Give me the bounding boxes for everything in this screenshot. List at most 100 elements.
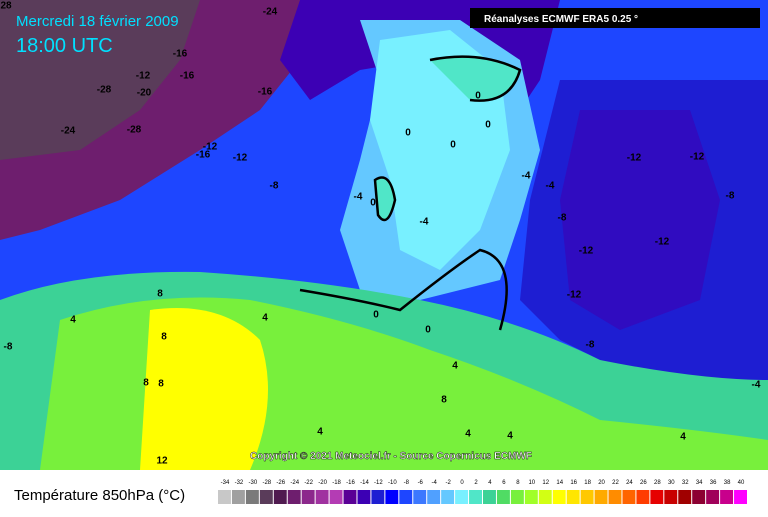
contour-label: 8 bbox=[441, 395, 447, 406]
legend-tick: 4 bbox=[488, 480, 492, 486]
legend-tick: 16 bbox=[570, 480, 577, 486]
legend-swatch bbox=[692, 490, 706, 504]
contour-label: 4 bbox=[465, 429, 471, 440]
legend-tick: 6 bbox=[502, 480, 506, 486]
legend-tick: -14 bbox=[360, 480, 369, 486]
legend-swatch bbox=[287, 490, 301, 504]
legend-tick: -32 bbox=[235, 480, 244, 486]
legend-swatch bbox=[524, 490, 538, 504]
legend-swatch bbox=[399, 490, 413, 504]
contour-label: 0 bbox=[475, 91, 481, 102]
contour-label: 0 bbox=[425, 325, 431, 336]
legend-tick: 40 bbox=[738, 480, 745, 486]
legend-tick: -30 bbox=[249, 480, 258, 486]
legend-swatch bbox=[427, 490, 441, 504]
contour-label: 0 bbox=[373, 310, 379, 321]
legend-tick: -28 bbox=[262, 480, 271, 486]
contour-label: 0 bbox=[450, 140, 456, 151]
legend-swatch bbox=[636, 490, 650, 504]
legend-swatch bbox=[245, 490, 259, 504]
legend-swatch bbox=[734, 490, 747, 504]
contour-label: 4 bbox=[317, 427, 323, 438]
legend-tick: -26 bbox=[276, 480, 285, 486]
contour-label: -12 bbox=[233, 153, 248, 164]
legend-tick: 8 bbox=[516, 480, 520, 486]
contour-label: -4 bbox=[752, 380, 761, 391]
legend-tick: -10 bbox=[388, 480, 397, 486]
legend-tick: 18 bbox=[584, 480, 591, 486]
contour-label: -4 bbox=[354, 192, 363, 203]
cold-pool bbox=[560, 110, 720, 330]
contour-label: -12 bbox=[655, 237, 670, 248]
legend-swatch bbox=[329, 490, 343, 504]
contour-zero bbox=[299, 248, 508, 331]
legend-swatch bbox=[720, 490, 734, 504]
legend-swatch bbox=[566, 490, 580, 504]
contour-label: -16 bbox=[173, 49, 188, 60]
legend-swatch bbox=[469, 490, 482, 504]
contour-label: -24 bbox=[61, 126, 76, 137]
contour-label: -16 bbox=[196, 150, 211, 161]
legend-tick: -12 bbox=[374, 480, 383, 486]
legend-swatch bbox=[273, 490, 287, 504]
contour-label: -28 bbox=[97, 85, 112, 96]
legend-swatch bbox=[218, 490, 231, 504]
legend-swatch bbox=[650, 490, 664, 504]
legend-tick: 26 bbox=[640, 480, 647, 486]
legend-swatch bbox=[538, 490, 552, 504]
contour-label: -8 bbox=[586, 340, 595, 351]
legend-tick: -6 bbox=[418, 480, 424, 486]
legend-tick: 2 bbox=[474, 480, 478, 486]
legend-swatch bbox=[259, 490, 273, 504]
legend-swatch bbox=[622, 490, 636, 504]
legend-tick: 22 bbox=[612, 480, 619, 486]
legend-swatch bbox=[385, 490, 399, 504]
legend-tick: -24 bbox=[290, 480, 299, 486]
contour-zero bbox=[429, 55, 522, 102]
legend-tick: 0 bbox=[460, 480, 464, 486]
contour-label: -12 bbox=[136, 71, 151, 82]
contour-zero bbox=[373, 176, 397, 222]
legend-tick: -8 bbox=[404, 480, 410, 486]
time: 18:00 UTC bbox=[16, 35, 113, 57]
legend-title: Température 850hPa (°C) bbox=[14, 487, 185, 504]
contour-label: 8 bbox=[158, 379, 164, 390]
legend-swatch bbox=[510, 490, 524, 504]
legend-tick: -4 bbox=[432, 480, 438, 486]
legend-swatch bbox=[496, 490, 510, 504]
legend-tick: -34 bbox=[221, 480, 230, 486]
contour-label: -12 bbox=[203, 142, 218, 153]
legend-swatch bbox=[706, 490, 720, 504]
legend-tick: 38 bbox=[724, 480, 731, 486]
legend-tick: -18 bbox=[332, 480, 341, 486]
source: Réanalyses ECMWF ERA5 0.25 ° bbox=[484, 14, 638, 25]
legend-swatch bbox=[441, 490, 455, 504]
contour-label: 0 bbox=[370, 198, 376, 209]
legend-swatch bbox=[678, 490, 692, 504]
contour-label: 12 bbox=[156, 456, 168, 467]
legend-tick: 36 bbox=[710, 480, 717, 486]
contour-label: -12 bbox=[690, 152, 705, 163]
copyright: Copyright © 2021 Meteociel.fr - Source C… bbox=[250, 451, 532, 462]
legend-tick: 10 bbox=[528, 480, 535, 486]
legend-swatch bbox=[455, 490, 469, 504]
legend-swatch bbox=[580, 490, 594, 504]
legend-swatch bbox=[483, 490, 496, 504]
legend-tick: 12 bbox=[542, 480, 549, 486]
legend-tick: -16 bbox=[346, 480, 355, 486]
contour-label: -4 bbox=[420, 217, 429, 228]
legend-swatch bbox=[357, 490, 371, 504]
legend-swatch bbox=[343, 490, 357, 504]
legend-tick: -22 bbox=[304, 480, 313, 486]
greenland bbox=[0, 0, 200, 160]
legend-swatch bbox=[413, 490, 427, 504]
contour-label: 4 bbox=[70, 315, 76, 326]
legend-swatch bbox=[552, 490, 566, 504]
contour-label: -12 bbox=[627, 153, 642, 164]
contour-label: -8 bbox=[270, 181, 279, 192]
contour-label: -28 bbox=[127, 125, 142, 136]
legend-tick: -2 bbox=[445, 480, 451, 486]
contour-label: -8 bbox=[558, 213, 567, 224]
legend-swatch bbox=[371, 490, 385, 504]
